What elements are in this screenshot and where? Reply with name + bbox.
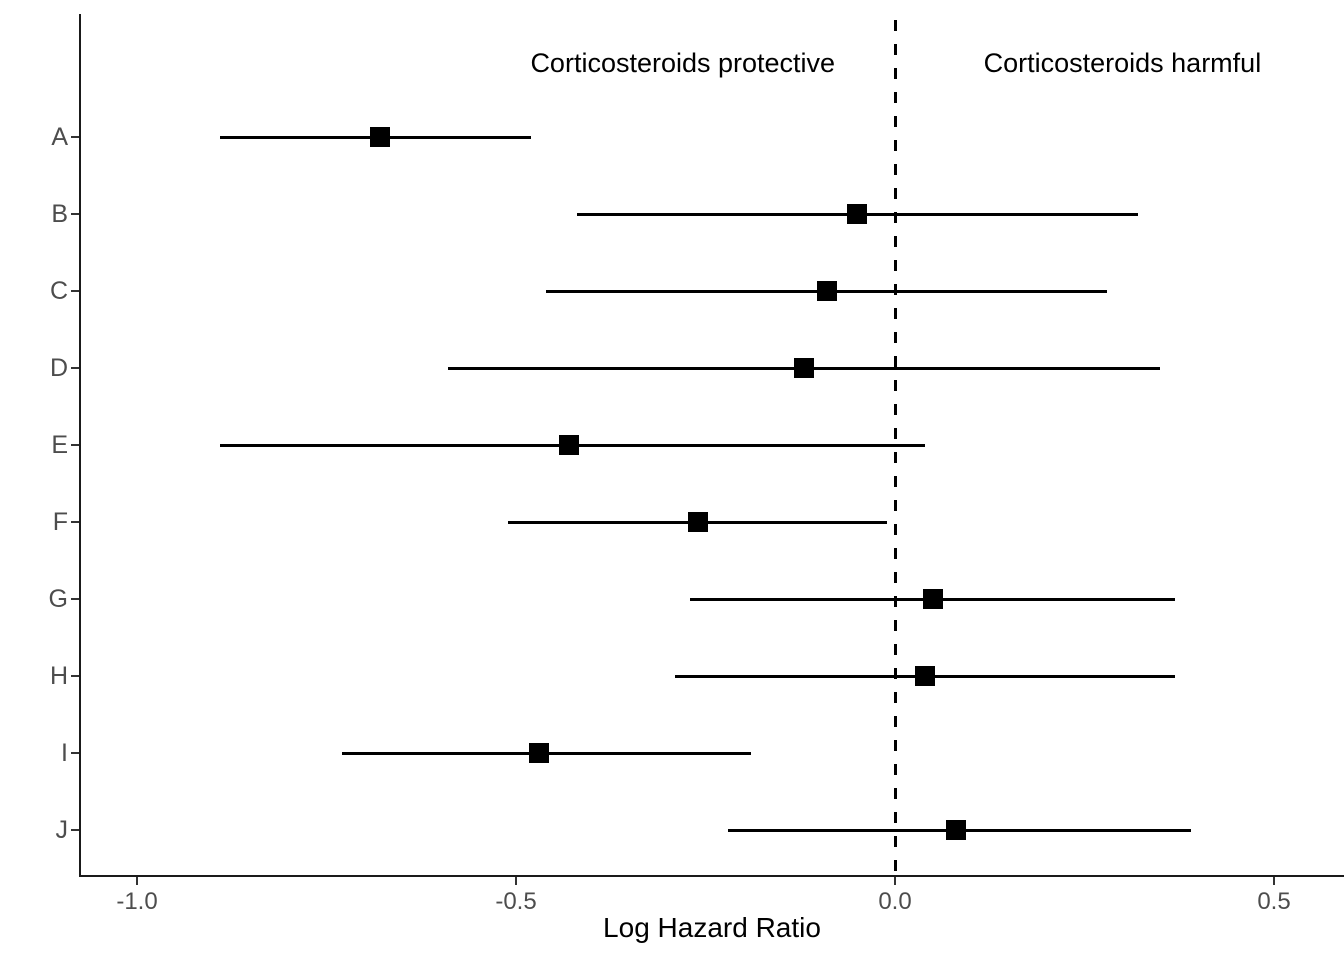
x-axis-tick--0.5 [515,877,517,885]
estimate-marker-J [945,820,966,840]
estimate-marker-D [794,358,815,378]
estimate-marker-I [528,743,549,763]
y-axis-tick-H [71,675,79,677]
y-axis-tick-F [71,521,79,523]
y-axis-line [79,14,81,877]
x-axis-tick-label--0.5: -0.5 [495,888,537,915]
y-axis-label-A: A [51,123,68,151]
x-axis-tick-0.5 [1273,877,1275,885]
annotation-protective: Corticosteroids protective [530,48,836,78]
x-axis-line [79,875,1344,877]
y-axis-tick-D [71,367,79,369]
estimate-marker-A [369,127,390,147]
y-axis-tick-E [71,444,79,446]
estimate-marker-G [922,589,943,609]
y-axis-label-D: D [49,354,68,382]
x-axis-tick--1.0 [136,877,138,885]
y-axis-label-F: F [52,508,68,536]
y-axis-tick-C [71,290,79,292]
annotation-harmful: Corticosteroids harmful [983,48,1262,78]
y-axis-label-E: E [51,431,68,459]
estimate-marker-B [847,204,868,224]
estimate-marker-H [915,666,936,686]
x-axis-tick-label-0.0: 0.0 [878,888,912,915]
estimate-marker-F [687,512,708,532]
estimate-marker-C [816,281,837,301]
reference-line-zero [893,20,897,875]
y-axis-label-G: G [48,585,68,613]
y-axis-label-B: B [51,200,68,228]
y-axis-label-H: H [49,662,68,690]
y-axis-tick-A [71,136,79,138]
y-axis-tick-G [71,598,79,600]
y-axis-tick-I [71,752,79,754]
y-axis-tick-B [71,213,79,215]
y-axis-label-J: J [55,816,69,844]
x-axis-tick-label-0.5: 0.5 [1257,888,1291,915]
x-axis-title: Log Hazard Ratio [603,912,821,943]
y-axis-label-C: C [49,277,68,305]
x-axis-tick-0.0 [894,877,896,885]
y-axis-label-I: I [61,739,68,767]
x-axis-tick-label--1.0: -1.0 [116,888,158,915]
estimate-marker-E [559,435,580,455]
y-axis-tick-J [71,829,79,831]
